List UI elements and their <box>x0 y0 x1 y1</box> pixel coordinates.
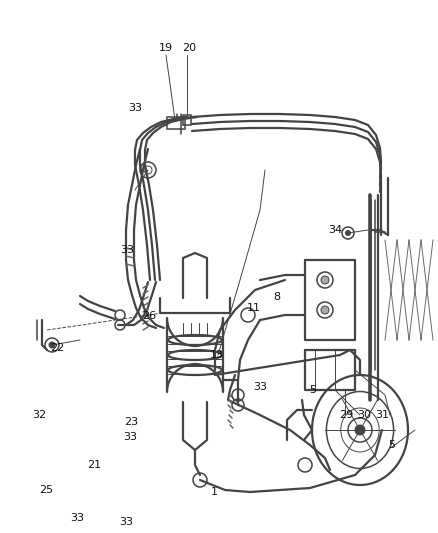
Text: 33: 33 <box>119 517 133 527</box>
Text: 33: 33 <box>253 382 267 392</box>
Text: 25: 25 <box>39 485 53 495</box>
Text: 30: 30 <box>357 410 371 420</box>
Text: 11: 11 <box>247 303 261 313</box>
Text: 23: 23 <box>124 417 138 427</box>
Text: 20: 20 <box>182 43 196 53</box>
Text: 1: 1 <box>211 487 218 497</box>
Circle shape <box>49 342 55 348</box>
Text: 32: 32 <box>32 410 46 420</box>
Bar <box>183 115 191 125</box>
Text: 26: 26 <box>142 311 156 321</box>
Text: 34: 34 <box>328 225 342 235</box>
Bar <box>167 117 185 129</box>
Circle shape <box>346 230 350 236</box>
Text: 22: 22 <box>50 343 64 353</box>
Text: 19: 19 <box>159 43 173 53</box>
Text: 13: 13 <box>210 350 224 360</box>
Text: 21: 21 <box>87 460 101 470</box>
Circle shape <box>321 306 329 314</box>
Text: 33: 33 <box>70 513 84 523</box>
Text: 5: 5 <box>310 385 317 395</box>
Text: 31: 31 <box>375 410 389 420</box>
Text: 5: 5 <box>389 440 396 450</box>
Circle shape <box>355 425 365 435</box>
Text: 33: 33 <box>123 432 137 442</box>
Text: 33: 33 <box>120 245 134 255</box>
Text: 33: 33 <box>128 103 142 113</box>
Circle shape <box>321 276 329 284</box>
Text: 29: 29 <box>339 410 353 420</box>
Text: 8: 8 <box>273 292 281 302</box>
